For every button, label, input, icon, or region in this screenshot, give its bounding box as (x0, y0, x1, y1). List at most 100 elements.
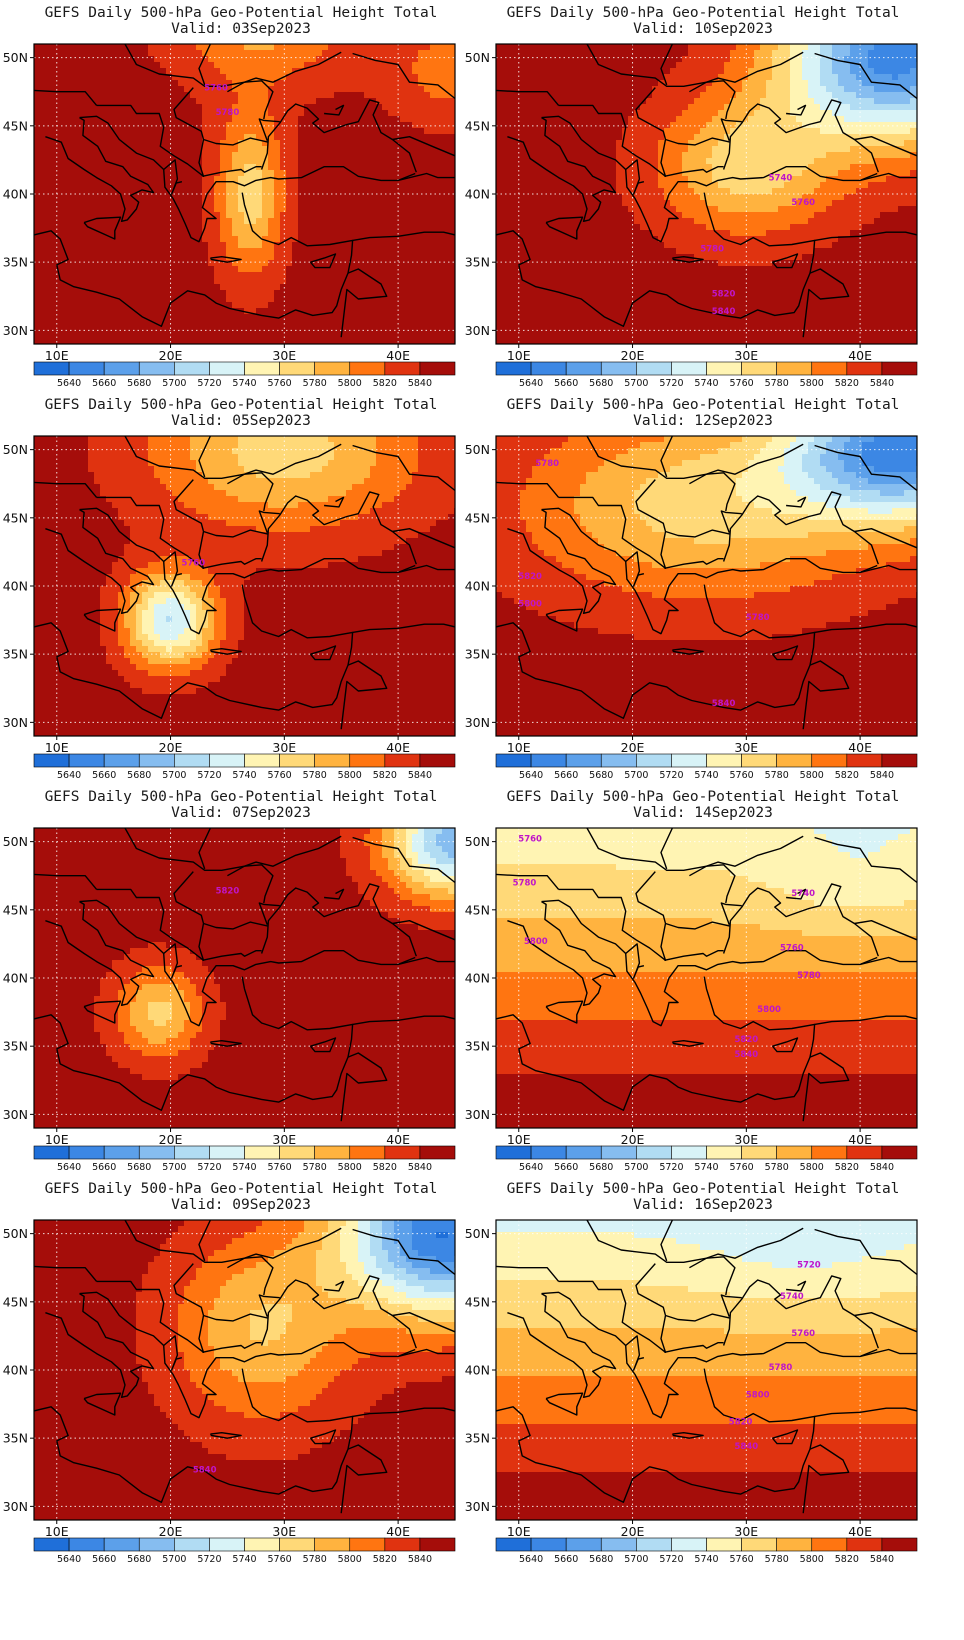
lon-tick-label: 20E (621, 348, 645, 363)
panel-valid-date: Valid: 05Sep2023 (0, 413, 482, 430)
colorbar-swatch (349, 361, 386, 376)
contour-label: 5780 (513, 878, 537, 888)
colorbar-label: 5800 (338, 770, 362, 781)
panel-valid-date: Valid: 12Sep2023 (462, 413, 944, 430)
colorbar-swatch (706, 1537, 742, 1552)
colorbar-label: 5840 (408, 378, 432, 389)
geopotential-map: 5720 5740 5760 5780 5800 5820 5840 50N 45N 40N 35N… (465, 1219, 918, 1565)
panel-title: GEFS Daily 500-hPa Geo-Potential Height … (462, 1181, 944, 1198)
lon-tick-label: 40E (848, 1132, 872, 1147)
colorbar-label: 5840 (870, 378, 894, 389)
lat-tick-label: 45N (3, 902, 28, 917)
colorbar-swatch (419, 753, 456, 768)
colorbar-label: 5660 (92, 378, 116, 389)
contour-labels: 5820 (216, 886, 240, 896)
colorbar-label: 5820 (835, 1162, 859, 1173)
coastlines-borders (496, 436, 917, 730)
lat-tick-label: 50N (3, 442, 28, 457)
lon-tick-label: 30E (272, 1524, 296, 1539)
colorbar-swatch (846, 753, 883, 768)
contour-label: 5780 (535, 459, 559, 469)
lat-tick-label: 40N (3, 187, 28, 202)
contour-label: 5820 (729, 1418, 753, 1428)
colorbar-label: 5700 (162, 378, 186, 389)
colorbar-label: 5740 (232, 770, 256, 781)
geopotential-map: 5760 5780 5800 5740 5760 5780 5800 5820 5840 50N 4… (465, 827, 918, 1173)
lon-tick-label: 10E (45, 740, 69, 755)
colorbar-swatch (846, 361, 883, 376)
lon-tick-label: 10E (45, 348, 69, 363)
lat-tick-label: 35N (3, 1039, 28, 1054)
colorbar-label: 5760 (729, 1554, 753, 1565)
colorbar-label: 5820 (835, 378, 859, 389)
lon-tick-label: 20E (621, 740, 645, 755)
lat-tick-label: 50N (465, 442, 490, 457)
contour-label: 5800 (746, 1390, 770, 1400)
colorbar-label: 5780 (303, 770, 327, 781)
lat-tick-label: 40N (3, 1363, 28, 1378)
contour-label: 5840 (712, 699, 736, 709)
colorbar-label: 5700 (624, 1162, 648, 1173)
contour-label: 5760 (518, 835, 542, 845)
colorbar-label: 5740 (232, 1162, 256, 1173)
colorbar-label: 5700 (162, 770, 186, 781)
geopotential-map: 5740 5760 5780 5820 5840 50N 45N 40N 35N 30N 10E 20… (465, 43, 918, 389)
lat-tick-label: 30N (465, 1107, 490, 1122)
colorbar-swatch (384, 1537, 421, 1552)
colorbar-swatch (174, 753, 210, 768)
colorbar-swatch (314, 361, 351, 376)
colorbar-label: 5840 (408, 1554, 432, 1565)
colorbar-label: 5660 (554, 770, 578, 781)
colorbar: 5640 5660 5680 5700 5720 5740 5760 5780 5800 5820… (495, 1537, 918, 1565)
lat-tick-label: 45N (465, 1294, 490, 1309)
colorbar-label: 5780 (303, 1162, 327, 1173)
colorbar-swatch (600, 361, 637, 376)
colorbar-swatch (881, 1537, 918, 1552)
colorbar-swatch (384, 753, 421, 768)
colorbar-label: 5820 (835, 1554, 859, 1565)
contour-label: 5760 (181, 559, 205, 569)
colorbar-label: 5700 (624, 1554, 648, 1565)
map-panel: GEFS Daily 500-hPa Geo-Potential Height … (462, 1176, 944, 1586)
colorbar-swatch (174, 1145, 210, 1160)
map-panel: GEFS Daily 500-hPa Geo-Potential Height … (462, 0, 944, 410)
lat-tick-label: 45N (3, 1294, 28, 1309)
map-panel: GEFS Daily 500-hPa Geo-Potential Height … (462, 392, 944, 802)
colorbar-label: 5640 (519, 1162, 543, 1173)
lat-tick-label: 30N (3, 1499, 28, 1514)
lat-tick-label: 50N (3, 834, 28, 849)
colorbar-swatch (33, 1145, 70, 1160)
lat-tick-label: 40N (465, 187, 490, 202)
colorbar-label: 5780 (303, 378, 327, 389)
colorbar-swatch (349, 753, 386, 768)
colorbar-swatch (495, 1145, 532, 1160)
colorbar: 5640 5660 5680 5700 5720 5740 5760 5780 5800 5820… (495, 1145, 918, 1173)
colorbar-label: 5760 (729, 770, 753, 781)
colorbar-swatch (209, 753, 245, 768)
coastlines-borders (34, 1220, 455, 1514)
colorbar-label: 5720 (659, 378, 683, 389)
colorbar-swatch (671, 753, 707, 768)
lat-tick-label: 30N (465, 1499, 490, 1514)
colorbar-swatch (776, 1145, 813, 1160)
colorbar-label: 5640 (57, 1554, 81, 1565)
colorbar-label: 5660 (92, 1162, 116, 1173)
colorbar: 5640 5660 5680 5700 5720 5740 5760 5780 5800 5820… (495, 753, 918, 781)
lat-tick-label: 45N (465, 902, 490, 917)
colorbar-swatch (671, 1537, 707, 1552)
contour-labels: 5760 5780 5800 5740 5760 5780 5800 5820 5840 (513, 835, 821, 1060)
contour-label: 5780 (769, 1363, 793, 1373)
colorbar-swatch (138, 1145, 175, 1160)
contour-labels: 5760 (181, 559, 205, 569)
contour-label: 5800 (757, 1005, 781, 1015)
colorbar-label: 5660 (92, 1554, 116, 1565)
colorbar-swatch (811, 753, 848, 768)
colorbar-swatch (279, 753, 315, 768)
colorbar-swatch (600, 1537, 637, 1552)
colorbar-swatch (279, 1145, 315, 1160)
colorbar-label: 5660 (554, 1162, 578, 1173)
filled-contours (34, 1220, 455, 1520)
colorbar-swatch (846, 1145, 883, 1160)
colorbar-swatch (138, 361, 175, 376)
